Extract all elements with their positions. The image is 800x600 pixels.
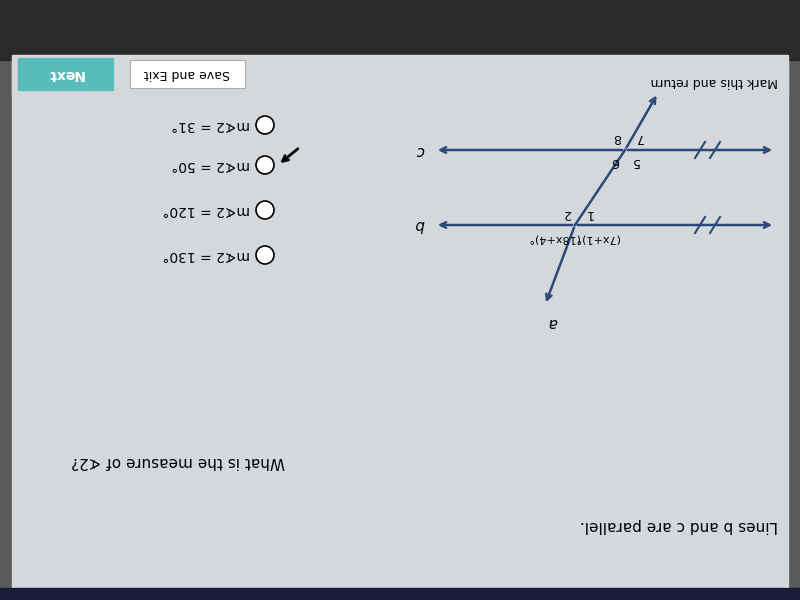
Bar <box>0 588 800 600</box>
Text: What is the measure of ∢2?: What is the measure of ∢2? <box>71 455 285 469</box>
Text: Save and Exit: Save and Exit <box>144 67 230 80</box>
Text: m∢2 = 50°: m∢2 = 50° <box>171 158 250 172</box>
Text: Next: Next <box>46 67 83 81</box>
Text: (7x+1)°: (7x+1)° <box>575 234 619 244</box>
Bar <box>0 0 800 60</box>
Text: 1: 1 <box>585 206 593 220</box>
Circle shape <box>256 246 274 264</box>
Text: m∢2 = 120°: m∢2 = 120° <box>162 203 250 217</box>
Bar <box>12 55 788 95</box>
Text: 7: 7 <box>635 131 643 145</box>
Text: 2: 2 <box>563 206 571 220</box>
Text: a: a <box>548 316 558 331</box>
Text: 5: 5 <box>631 155 639 169</box>
Bar <box>18 58 113 90</box>
Text: m∢2 = 31°: m∢2 = 31° <box>171 118 250 132</box>
Circle shape <box>256 201 274 219</box>
Circle shape <box>256 116 274 134</box>
Text: m∢2 = 130°: m∢2 = 130° <box>162 248 250 262</box>
Text: Mark this and return: Mark this and return <box>650 76 778 88</box>
Text: Lines b and c are parallel.: Lines b and c are parallel. <box>580 517 778 533</box>
Text: b: b <box>415 217 425 232</box>
Text: (18x+4)°: (18x+4)° <box>527 234 578 244</box>
Text: c: c <box>416 142 424 157</box>
Text: 8: 8 <box>613 131 621 145</box>
Bar <box>130 60 245 88</box>
Text: 6: 6 <box>611 155 619 169</box>
Circle shape <box>256 156 274 174</box>
